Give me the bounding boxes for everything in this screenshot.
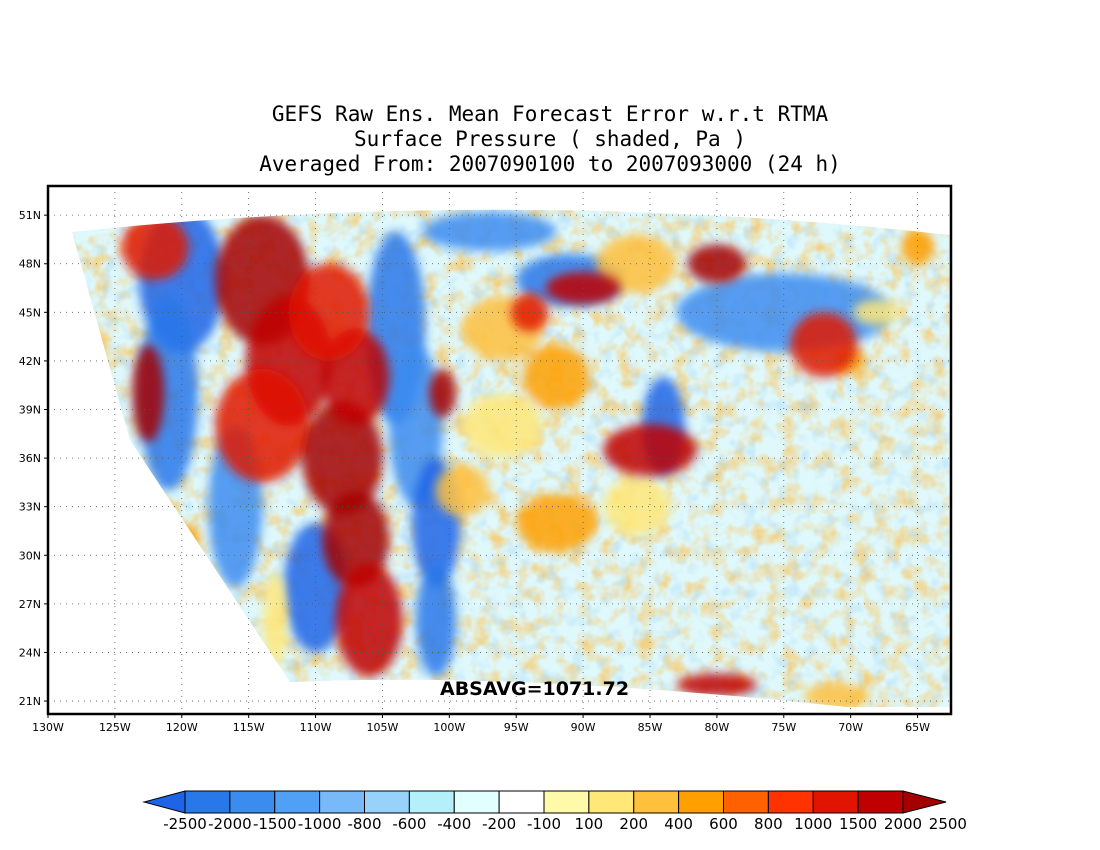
colorbar (142, 790, 947, 814)
positive-error-patch (435, 464, 490, 517)
lon-tick-label: 95W (504, 721, 529, 734)
lon-tick-label: 70W (838, 721, 863, 734)
colorbar-level-label: -100 (527, 815, 561, 833)
colorbar-level-label: 200 (619, 815, 648, 833)
high-error-region (215, 369, 309, 483)
colorbar-level-label: -2500 (163, 815, 207, 833)
positive-error-patch (263, 571, 288, 669)
title-line-1: GEFS Raw Ens. Mean Forecast Error w.r.t … (271, 102, 829, 126)
high-error-region (288, 263, 370, 361)
positive-error-patch (803, 683, 871, 707)
lon-tick-label: 80W (704, 721, 729, 734)
colorbar-swatch (184, 790, 231, 814)
lat-tick-label: 51N (19, 209, 41, 222)
lon-tick-label: 105W (367, 721, 399, 734)
colorbar-swatch (633, 790, 680, 814)
colorbar-swatch (364, 790, 410, 814)
colorbar-extend-high (902, 790, 947, 814)
colorbar-level-label: 1500 (839, 815, 877, 833)
colorbar-swatch (678, 790, 724, 814)
lat-tick-label: 24N (19, 646, 41, 659)
colorbar-level-label: 600 (709, 815, 738, 833)
colorbar-level-label: 800 (754, 815, 783, 833)
lon-tick-label: 120W (166, 721, 198, 734)
high-error-region (132, 344, 165, 442)
map-frame-border (46, 184, 953, 716)
positive-error-patch (901, 228, 934, 267)
high-error-region (687, 244, 747, 284)
lat-tick-label: 39N (19, 404, 41, 417)
colorbar-extend-low (142, 790, 186, 814)
colorbar-level-label: -2000 (208, 815, 252, 833)
colorbar-level-label: -800 (347, 815, 381, 833)
positive-error-patch (163, 522, 201, 556)
colorbar-level-label: 400 (664, 815, 693, 833)
negative-error-band (422, 211, 557, 251)
longitude-labels: 130W 125W 120W 115W 110W 105W 100W 95W 90W 85W 80W… (32, 714, 930, 734)
lon-tick-label: 90W (571, 721, 596, 734)
lon-tick-label: 65W (905, 721, 930, 734)
absavg-label: ABSAVG=1071.72 (440, 678, 629, 700)
colorbar-swatch (229, 790, 276, 814)
lat-tick-label: 21N (19, 695, 41, 708)
lat-tick-label: 48N (19, 258, 41, 271)
colorbar-swatch (319, 790, 365, 814)
lon-tick-label: 110W (300, 721, 332, 734)
lat-tick-label: 33N (19, 501, 41, 514)
colorbar-level-label: 2000 (884, 815, 922, 833)
lat-lon-grid (48, 186, 951, 714)
colorbar-level-label: -1500 (253, 815, 297, 833)
lon-tick-label: 75W (771, 721, 796, 734)
lat-tick-label: 30N (19, 549, 41, 562)
positive-error-patch (82, 325, 107, 397)
shaded-field (72, 209, 950, 707)
colorbar-swatch (812, 790, 859, 814)
colorbar-swatch (453, 790, 500, 814)
positive-error-patch (462, 393, 543, 459)
lon-tick-label: 115W (233, 721, 265, 734)
colorbar-level-label: 1000 (794, 815, 832, 833)
title-line-3: Averaged From: 2007090100 to 2007093000 … (259, 152, 841, 176)
high-error-region (790, 312, 858, 378)
lat-tick-label: 45N (19, 306, 41, 319)
lon-tick-label: 85W (638, 721, 663, 734)
colorbar-swatch (498, 790, 545, 814)
high-error-region (121, 215, 189, 280)
colorbar-swatch (543, 790, 590, 814)
title-line-2: Surface Pressure ( shaded, Pa ) (354, 127, 746, 151)
latitude-labels: 51N 48N 45N 42N 39N 36N 33N 30N 27N 24N 21N (19, 209, 48, 708)
colorbar-level-label: -600 (392, 815, 426, 833)
colorbar-level-label: -1000 (298, 815, 342, 833)
positive-error-patch (516, 493, 597, 553)
negative-error-band (415, 563, 457, 677)
colorbar-level-label: 2500 (929, 815, 967, 833)
chart-title: GEFS Raw Ens. Mean Forecast Error w.r.t … (0, 102, 1100, 177)
negative-error-band (138, 296, 198, 491)
high-error-region (335, 563, 403, 677)
colorbar-swatch (767, 790, 814, 814)
colorbar-swatch (588, 790, 635, 814)
high-error-region (510, 292, 549, 332)
lat-tick-label: 36N (19, 452, 41, 465)
colorbar-level-label: -400 (437, 815, 471, 833)
colorbar-swatch (857, 790, 904, 814)
colorbar-swatch (408, 790, 455, 814)
positive-error-patch (522, 344, 590, 410)
lat-tick-label: 42N (19, 355, 41, 368)
high-error-region (429, 369, 457, 418)
positive-error-patch (853, 299, 902, 326)
lon-tick-label: 125W (99, 721, 131, 734)
colorbar-swatch (274, 790, 321, 814)
colorbar-level-label: 100 (575, 815, 604, 833)
colorbar-swatch (723, 790, 769, 814)
high-error-region (322, 490, 390, 588)
lat-tick-label: 27N (19, 598, 41, 611)
lon-tick-label: 130W (32, 721, 64, 734)
lon-tick-label: 100W (433, 721, 465, 734)
colorbar-level-label: -200 (482, 815, 516, 833)
colorbar-labels: -2500 -2000 -1500 -1000 -800 -600 -400 -200 -100… (163, 815, 967, 833)
